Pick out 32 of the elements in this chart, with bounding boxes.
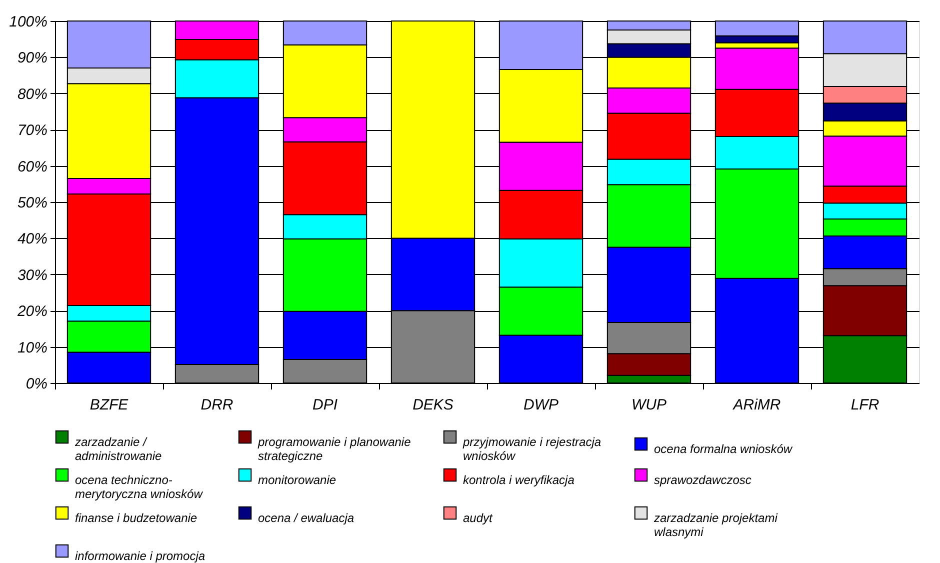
x-tick-label: WUP: [632, 396, 666, 414]
legend-label: ocena formalna wniosków: [654, 442, 794, 456]
legend-label: sprawozdawczosc: [654, 473, 752, 487]
x-tick-label: DWP: [524, 396, 558, 414]
x-tick-label: DRR: [200, 396, 234, 414]
y-tick-label: 20%: [16, 303, 48, 320]
y-tick-label: 60%: [17, 158, 48, 176]
y-tick-label: 80%: [17, 86, 48, 103]
x-tick-label: LFR: [850, 396, 880, 414]
legend-label: programowanie i planowanie strategiczne: [257, 435, 412, 463]
x-tick-label: DEKS: [412, 396, 454, 414]
legend-label: ocena techniczno-merytoryczna wniosków: [75, 473, 204, 501]
x-tick-label: BZFE: [90, 396, 130, 414]
y-tick-label: 70%: [17, 122, 48, 140]
y-tick-label: 100%: [9, 14, 48, 30]
y-tick-label: 30%: [17, 266, 48, 284]
x-tick-label: DPI: [312, 396, 338, 414]
y-tick-label: 10%: [17, 339, 48, 356]
y-tick-label: 40%: [17, 230, 48, 248]
legend-label: przyjmowanie i rejestracja wniosków: [462, 435, 602, 463]
y-tick-label: 90%: [17, 50, 48, 67]
y-tick-label: 0%: [26, 376, 48, 392]
legend-label: audyt: [463, 511, 494, 525]
legend-label: informowanie i promocja: [75, 549, 206, 563]
legend-label: ocena / ewaluacja: [258, 511, 354, 525]
legend-label: monitorowanie: [258, 473, 336, 487]
x-tick-label: ARiMR: [732, 396, 781, 414]
legend-label: zarzadzanie / administrowanie: [74, 435, 162, 463]
y-tick-label: 50%: [17, 194, 48, 212]
legend-label: kontrola i weryfikacja: [463, 473, 575, 487]
legend-label: finanse i budzetowanie: [75, 511, 198, 525]
legend-label: zarzadzanie projektami wlasnymi: [653, 511, 778, 539]
